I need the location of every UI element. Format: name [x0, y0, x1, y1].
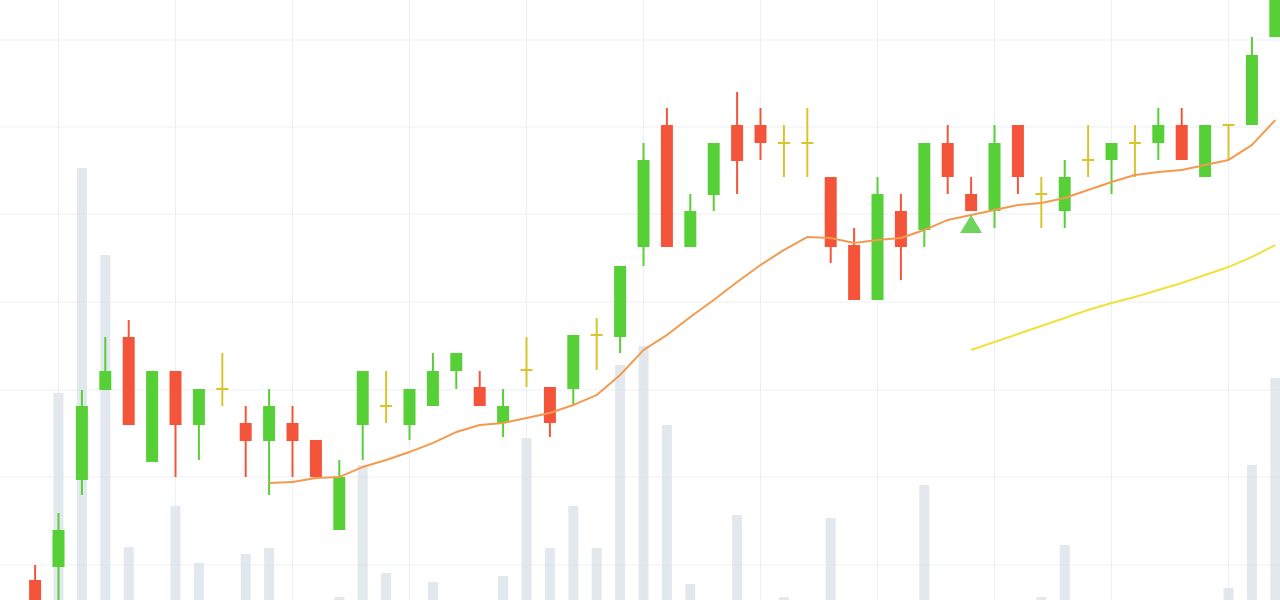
volume-bar [193, 563, 204, 600]
candle-body [543, 387, 556, 423]
moving-average-line [970, 244, 1276, 351]
candle-body [239, 423, 252, 441]
candle-body [1105, 143, 1118, 160]
volume-bar [661, 425, 672, 600]
volume-bar [638, 346, 649, 600]
candle-body [1011, 125, 1024, 177]
candle-body [309, 440, 322, 477]
candle-body [1035, 193, 1048, 195]
candle-body [988, 143, 1001, 211]
candle-body [824, 177, 837, 247]
candle-body [99, 371, 112, 390]
candle-body [965, 194, 978, 211]
volume-bar [100, 255, 111, 600]
candle-body [52, 530, 65, 567]
candle-body [75, 406, 88, 480]
candle-body [450, 353, 463, 371]
candle-body [169, 371, 182, 425]
candle-body [707, 143, 720, 195]
candle-body [614, 266, 627, 337]
candle-body [1222, 124, 1235, 126]
volume-bar [1036, 597, 1047, 600]
candle-body [426, 371, 439, 406]
candle-body [403, 389, 416, 425]
candle-body [380, 405, 393, 407]
candle-body [777, 142, 790, 144]
candle-body [1245, 55, 1258, 125]
volume-bar [381, 573, 392, 600]
candle-body [263, 406, 276, 441]
candle-body [192, 389, 205, 425]
volume-bar [1270, 378, 1280, 600]
candle-body [1082, 159, 1095, 161]
candle-body [660, 125, 673, 247]
volume-bar [427, 582, 438, 600]
volume-bar [53, 393, 64, 600]
volume-bar [264, 548, 275, 600]
candle-body [520, 369, 533, 371]
volume-bar [521, 438, 532, 600]
volume-bar [1223, 588, 1234, 600]
candle-body [356, 371, 369, 425]
moving-average-line [269, 119, 1277, 484]
candle-body [286, 423, 299, 441]
candle-body [1128, 142, 1141, 144]
candle-body [473, 387, 486, 406]
candle-body [567, 335, 580, 389]
candle-body [122, 337, 135, 425]
candle-body [1152, 125, 1165, 143]
volume-bar [568, 506, 579, 600]
candle-body [637, 160, 650, 247]
volume-bar [1059, 545, 1070, 600]
volume-bar [240, 554, 251, 600]
candle-body [1058, 177, 1071, 211]
volume-bar [498, 576, 509, 600]
candle-body [871, 194, 884, 300]
candle-body [848, 245, 861, 300]
volume-bar [123, 547, 134, 600]
volume-bar [334, 597, 345, 600]
candle-body [216, 388, 229, 390]
candle-body [731, 125, 744, 161]
volume-bar [919, 485, 930, 600]
candle-body [590, 334, 603, 336]
candle-body [801, 142, 814, 144]
candle-body [684, 211, 697, 247]
candle-body [146, 371, 159, 462]
volume-bar [170, 506, 181, 600]
candle-body [333, 477, 346, 530]
volume-bar [732, 515, 743, 600]
candle-body [1175, 125, 1188, 160]
volume-bar [591, 548, 602, 600]
candle-body [941, 143, 954, 177]
signal-marker [960, 215, 983, 233]
candle-body [754, 125, 767, 143]
volume-bar [544, 548, 555, 600]
volume-bar [685, 584, 696, 600]
candle-body [497, 406, 510, 423]
candle-body [29, 580, 42, 600]
volume-bar [1246, 465, 1257, 600]
candle-body [918, 143, 931, 230]
candle-body [894, 211, 907, 247]
volume-bar [357, 465, 368, 600]
volume-bar [778, 597, 789, 600]
volume-bar [825, 518, 836, 600]
candle-body [1199, 125, 1212, 177]
candle-body [1269, 0, 1280, 37]
volume-bar [615, 365, 626, 600]
volume-bar [76, 168, 87, 600]
